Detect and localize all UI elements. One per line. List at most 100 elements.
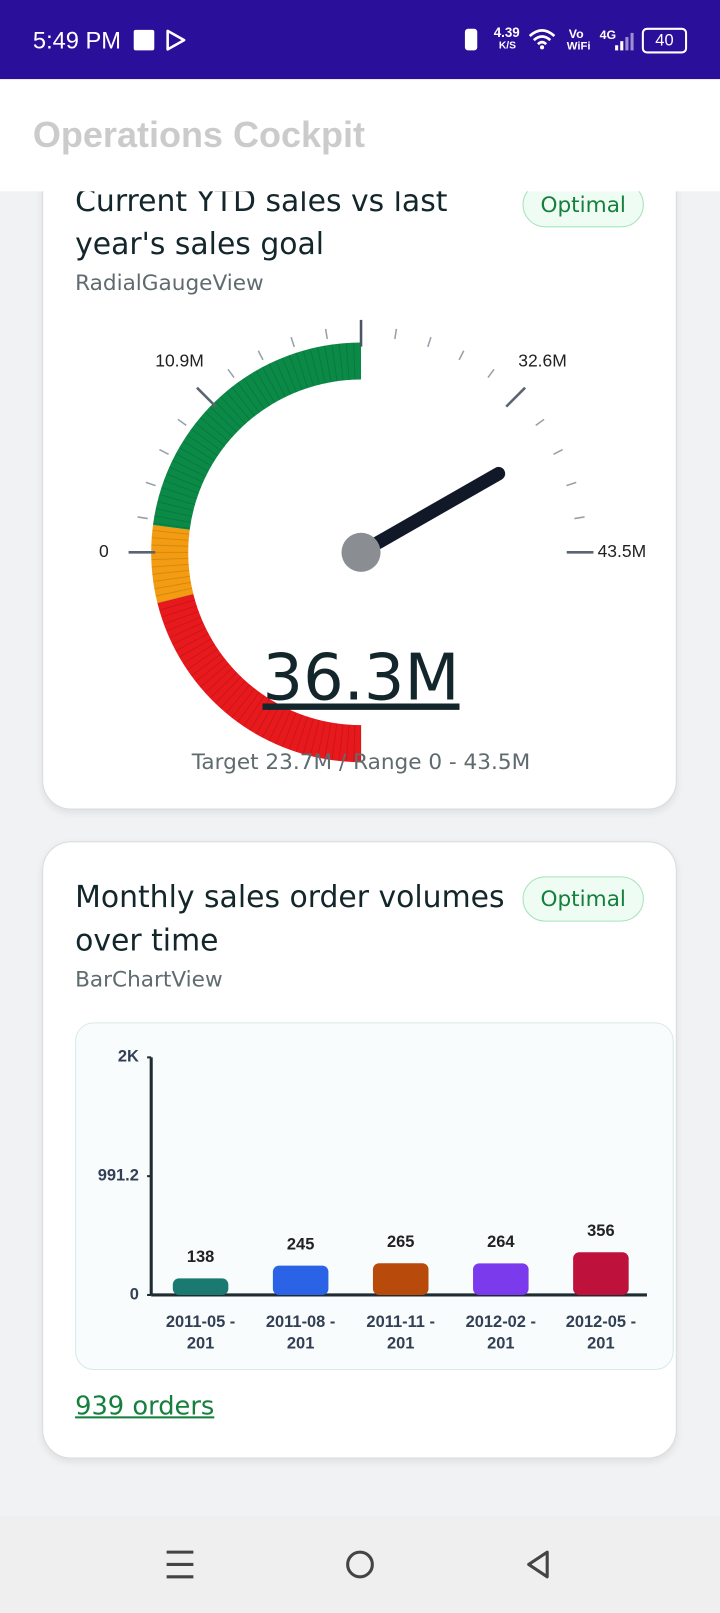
band-segment [179, 446, 212, 467]
gauge-minor-tick [324, 328, 329, 340]
band-segment [152, 529, 190, 535]
band-segment [190, 428, 222, 452]
gauge-minor-tick [487, 368, 495, 379]
bar-card: Monthly sales order volumes over time Op… [42, 841, 677, 1459]
y-tick-label: 2K [118, 1048, 139, 1066]
gauge-minor-tick [137, 516, 148, 520]
menu-button[interactable] [166, 1550, 194, 1579]
card-subtitle: BarChartView [75, 966, 223, 992]
bar-chart: 0 991.2 2K 138 2011-05 - 201 245 2011-08 - 201 26… [98, 1048, 647, 1353]
app-title: Operations Cockpit [32, 115, 365, 156]
band-segment [175, 633, 209, 652]
value-label: 265 [387, 1233, 414, 1251]
band-segment [353, 342, 356, 380]
band-segment [338, 343, 344, 381]
band-segment [324, 345, 332, 383]
status-bar: 5:49 PM 4.39 K/S Vo WiFi 4G 40 [0, 0, 720, 80]
gauge: 0 10.9M 32.6M 43.5M 36.3M Target 23.7M / Rang… [99, 319, 646, 775]
gauge-tick [505, 386, 527, 408]
speed: 4.39 [493, 24, 520, 41]
band-segment [182, 440, 215, 462]
status-badge: Optimal [522, 876, 644, 922]
band-segment [243, 378, 265, 410]
gauge-needle [354, 466, 506, 560]
x-tick-label: 2011-05 - [166, 1313, 235, 1331]
band-segment [161, 487, 197, 500]
x-tick-label: 2011-08 - [266, 1313, 335, 1331]
band-segment [268, 363, 286, 398]
band-segment [249, 698, 270, 731]
y-tick-label: 991.2 [98, 1167, 139, 1185]
band-segment [166, 616, 202, 632]
band-segment [353, 725, 356, 763]
gauge-minor-tick [290, 336, 296, 348]
bar [372, 1263, 429, 1295]
orders-link[interactable]: 939 orders [75, 1390, 215, 1421]
band-segment [186, 648, 219, 671]
gauge-footer: Target 23.7M / Range 0 - 43.5M [191, 750, 530, 775]
gauge-minor-tick [574, 516, 585, 520]
band-segment [169, 622, 204, 639]
band-segment [262, 366, 281, 401]
band-segment [281, 712, 297, 748]
band-segment [155, 508, 193, 517]
signal-icon [615, 32, 634, 51]
band-segment [255, 370, 276, 403]
notification-icon [133, 29, 155, 51]
band-segment [345, 724, 350, 762]
nav-bar [0, 1516, 720, 1613]
band-segment [302, 718, 314, 755]
band-segment [151, 563, 189, 568]
band-segment [199, 663, 229, 688]
home-button[interactable] [346, 1550, 374, 1579]
band-segment [281, 357, 297, 393]
band-segment [249, 374, 270, 407]
gauge-minor-tick [145, 481, 156, 487]
band-segment [151, 557, 189, 561]
band-segment [309, 348, 320, 385]
x-tick-label: 201 [487, 1335, 514, 1353]
gauge-band [157, 594, 362, 763]
band-segment [204, 411, 233, 438]
gauge-tick-label: 0 [99, 541, 109, 561]
gauge-minor-tick [257, 350, 264, 361]
gauge-minor-tick [177, 418, 187, 427]
band-segment [268, 707, 286, 742]
band-segment [154, 515, 191, 523]
band-segment [151, 544, 189, 547]
band-segment [214, 401, 242, 429]
band-segment [204, 667, 233, 694]
speed-unit: K/S [498, 40, 517, 52]
band-segment [231, 688, 256, 719]
card-subtitle: RadialGaugeView [75, 270, 264, 296]
gauge-band [152, 342, 362, 530]
band-segment [169, 466, 204, 483]
gauge-minor-tick [427, 336, 432, 348]
band-segment [262, 704, 281, 738]
back-button[interactable] [527, 1550, 549, 1579]
bar [272, 1265, 329, 1295]
gauge-minor-tick [535, 418, 545, 427]
band-segment [157, 501, 194, 512]
app-bar: Operations Cockpit [0, 79, 720, 192]
gauge-card: Current YTD sales vs last year's sales g… [42, 143, 677, 810]
band-segment [295, 352, 309, 389]
band-segment [243, 695, 265, 727]
bar [573, 1252, 629, 1295]
x-tick-label: 2012-05 - [566, 1313, 636, 1331]
battery: 40 [641, 27, 688, 54]
band-segment [331, 723, 338, 761]
vibrate-icon [464, 28, 478, 51]
band-segment [316, 346, 326, 384]
x-tick-label: 201 [287, 1335, 314, 1353]
wifi-icon [528, 29, 556, 50]
value-label: 264 [487, 1233, 515, 1251]
gauge-tick-label: 32.6M [518, 351, 567, 371]
band-segment [255, 701, 276, 735]
band-segment [275, 709, 292, 745]
band-segment [179, 638, 212, 658]
bar [473, 1263, 529, 1295]
band-segment [316, 721, 326, 758]
x-tick-label: 201 [187, 1335, 214, 1353]
